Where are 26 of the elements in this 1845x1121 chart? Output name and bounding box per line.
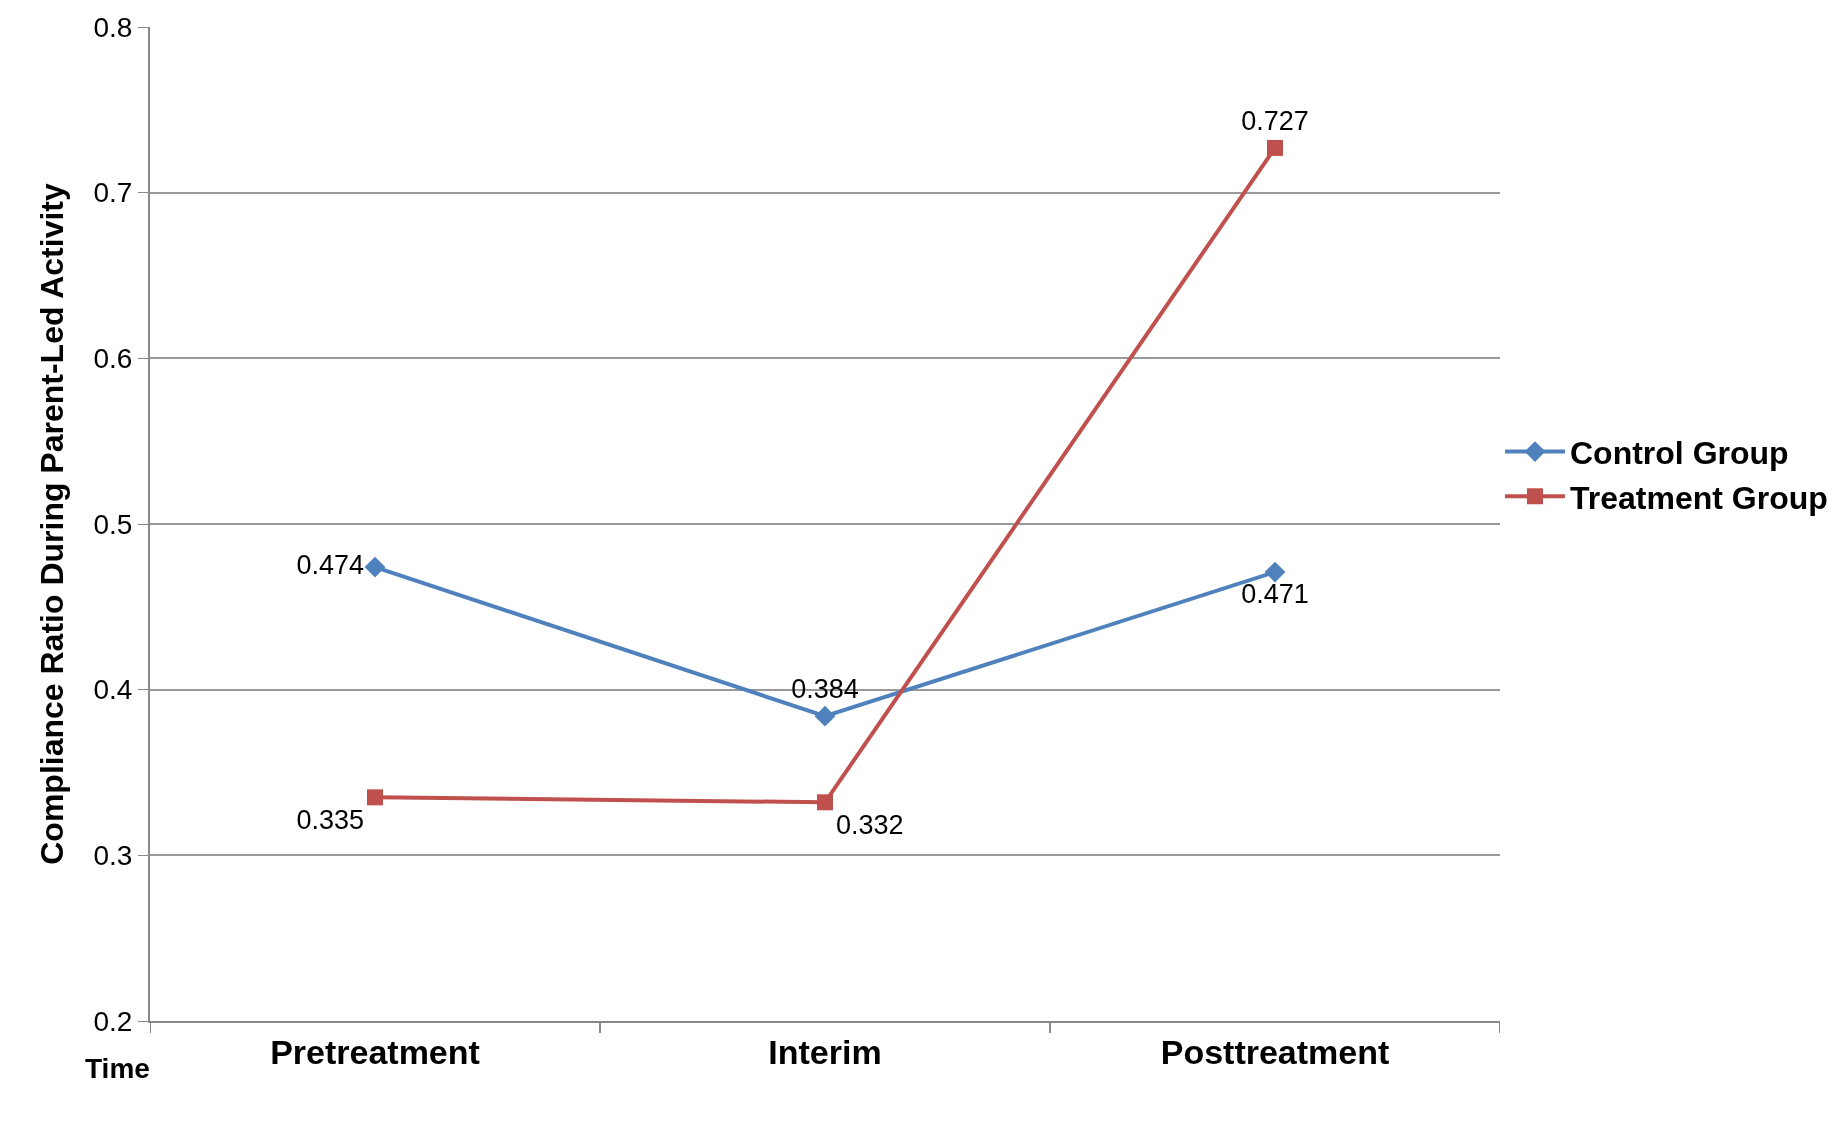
point <box>364 556 386 578</box>
data-label: 0.335 <box>296 804 364 835</box>
point <box>367 789 383 806</box>
point <box>814 705 836 727</box>
y-tick-label: 0.3 <box>93 840 133 872</box>
x-axis-title: Time <box>85 1053 150 1084</box>
point <box>817 794 833 811</box>
y-tick-label: 0.5 <box>93 508 133 540</box>
legend-label: Treatment Group <box>1570 479 1828 516</box>
x-tick-label: Posttreatment <box>1160 1032 1390 1071</box>
point <box>1267 139 1283 156</box>
y-tick-label: 0.2 <box>93 1005 133 1037</box>
y-tick-label: 0.8 <box>93 11 133 43</box>
x-tick-label: Pretreatment <box>270 1032 480 1071</box>
point <box>1264 561 1286 583</box>
data-label: 0.727 <box>1241 106 1309 137</box>
y-tick-label: 0.4 <box>93 674 133 706</box>
legend-label: Control Group <box>1570 435 1789 472</box>
y-tick-label: 0.6 <box>93 343 133 375</box>
data-label: 0.471 <box>1241 579 1309 610</box>
y-axis-title: Compliance Ratio During Parent-Led Activity <box>34 183 71 865</box>
x-tick-label: Interim <box>768 1032 882 1071</box>
y-tick-label: 0.7 <box>93 177 133 209</box>
data-label: 0.384 <box>791 674 859 705</box>
data-label: 0.332 <box>836 809 904 840</box>
data-label: 0.474 <box>296 549 364 580</box>
